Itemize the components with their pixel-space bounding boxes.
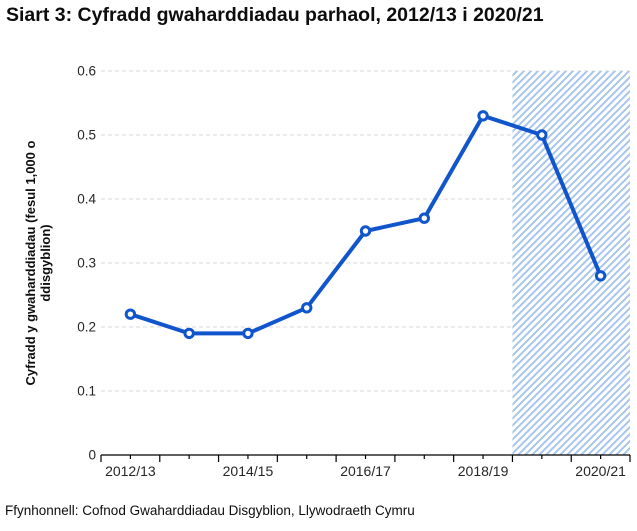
data-point xyxy=(359,225,372,237)
data-point xyxy=(242,327,254,340)
y-tick-label: 0.4 xyxy=(77,192,96,207)
x-tick-label: 2016/17 xyxy=(340,463,391,479)
x-tick-label: 2012/13 xyxy=(105,463,156,479)
data-point xyxy=(183,327,195,340)
data-point xyxy=(124,308,137,320)
data-point xyxy=(418,212,430,224)
data-point xyxy=(301,302,313,314)
y-tick-label: 0.6 xyxy=(77,64,96,79)
hatch-region xyxy=(512,71,630,455)
data-point xyxy=(477,110,489,122)
data-point xyxy=(594,270,607,282)
y-tick-label: 0.1 xyxy=(77,384,96,399)
y-tick-label: 0 xyxy=(88,448,96,463)
x-tick-label: 2014/15 xyxy=(223,463,274,479)
y-tick-label: 0.2 xyxy=(77,320,96,335)
x-tick-label: 2018/19 xyxy=(458,463,509,479)
y-tick-label: 0.3 xyxy=(77,256,96,271)
source-note: Ffynhonnell: Cofnod Gwaharddiadau Disgyb… xyxy=(5,503,415,518)
chart-title: Siart 3: Cyfradd gwaharddiadau parhaol, … xyxy=(6,4,544,26)
x-tick-label: 2020/21 xyxy=(575,463,626,479)
y-tick-label: 0.5 xyxy=(77,128,96,143)
data-point xyxy=(536,129,548,141)
